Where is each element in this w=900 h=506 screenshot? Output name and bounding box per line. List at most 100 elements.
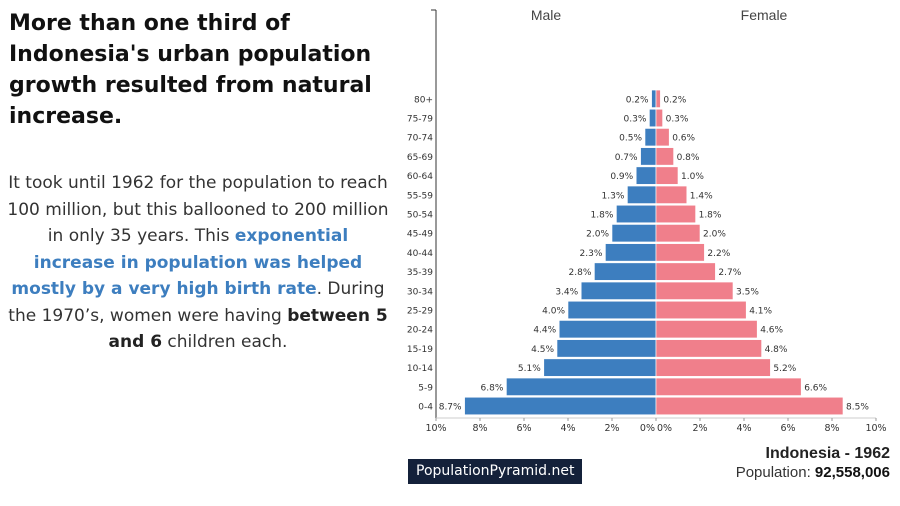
- age-label-40-44: 40-44: [407, 249, 433, 259]
- body-text-part-3: children each.: [162, 332, 288, 352]
- male-value-label-80+: 0.2%: [626, 95, 649, 105]
- female-bar-40-44: [655, 243, 705, 262]
- age-label-65-69: 65-69: [407, 153, 433, 163]
- male-value-label-70-74: 0.5%: [619, 134, 642, 144]
- female-bar-0-4: [655, 396, 844, 416]
- female-value-label-10-14: 5.2%: [773, 364, 796, 374]
- male-bar-55-59: [627, 185, 657, 204]
- male-value-label-65-69: 0.7%: [615, 153, 638, 163]
- female-value-label-35-39: 2.7%: [718, 268, 741, 278]
- headline: More than one third of Indonesia's urban…: [9, 11, 372, 129]
- male-value-label-15-19: 4.5%: [531, 345, 554, 355]
- female-value-label-80+: 0.2%: [663, 95, 686, 105]
- population-value: 92,558,006: [814, 464, 890, 481]
- x-tick-label: 10%: [425, 423, 446, 434]
- male-value-label-50-54: 1.8%: [591, 211, 614, 221]
- female-bar-55-59: [655, 185, 688, 204]
- male-bar-80+: [651, 89, 657, 108]
- female-value-label-70-74: 0.6%: [672, 134, 695, 144]
- population-total: Population: 92,558,006: [736, 464, 890, 481]
- age-label-35-39: 35-39: [407, 268, 433, 278]
- age-label-30-34: 30-34: [407, 287, 433, 297]
- age-label-0-4: 0-4: [418, 403, 433, 413]
- x-tick-label: 8%: [472, 423, 487, 434]
- male-bar-45-49: [611, 224, 657, 243]
- body-text-part-1: It took until 1962 for the population to…: [7, 173, 389, 246]
- female-value-label-55-59: 1.4%: [690, 191, 713, 201]
- population-label: Population:: [735, 464, 811, 481]
- age-label-70-74: 70-74: [407, 134, 433, 144]
- female-bar-35-39: [655, 262, 716, 281]
- male-value-label-75-79: 0.3%: [624, 115, 647, 125]
- female-value-label-45-49: 2.0%: [703, 230, 726, 240]
- female-value-label-0-4: 8.5%: [846, 403, 869, 413]
- female-bar-50-54: [655, 204, 696, 224]
- male-value-label-20-24: 4.4%: [533, 326, 556, 336]
- female-bar-45-49: [655, 224, 701, 243]
- female-value-label-65-69: 0.8%: [677, 153, 700, 163]
- age-label-60-64: 60-64: [407, 172, 433, 182]
- age-label-45-49: 45-49: [407, 230, 433, 240]
- male-bar-0-4: [464, 396, 657, 416]
- x-tick-label: 6%: [516, 423, 531, 434]
- female-value-label-40-44: 2.2%: [707, 249, 730, 259]
- text-panel: More than one third of Indonesia's urban…: [0, 0, 398, 506]
- legend-male: Male: [531, 7, 562, 23]
- x-tick-label: 8%: [824, 423, 839, 434]
- female-value-label-30-34: 3.5%: [736, 287, 759, 297]
- male-value-label-45-49: 2.0%: [586, 230, 609, 240]
- country-year-title: Indonesia - 1962: [765, 445, 891, 462]
- female-bar-20-24: [655, 320, 758, 339]
- body-highlight: exponential increase in population was h…: [11, 226, 363, 299]
- body-paragraph: It took until 1962 for the population to…: [6, 170, 390, 356]
- female-value-label-25-29: 4.1%: [749, 307, 772, 317]
- male-bar-15-19: [556, 339, 657, 358]
- female-value-label-50-54: 1.8%: [699, 211, 722, 221]
- male-value-label-5-9: 6.8%: [481, 383, 504, 393]
- age-label-75-79: 75-79: [407, 115, 433, 125]
- x-tick-label: 0%: [657, 423, 672, 434]
- male-bar-65-69: [640, 147, 657, 166]
- female-bar-15-19: [655, 339, 762, 358]
- x-tick-label: 0%: [640, 423, 655, 434]
- male-bar-75-79: [649, 108, 657, 128]
- male-value-label-55-59: 1.3%: [602, 191, 625, 201]
- male-value-label-10-14: 5.1%: [518, 364, 541, 374]
- female-bar-5-9: [655, 377, 802, 396]
- x-tick-label: 4%: [560, 423, 575, 434]
- female-bar-70-74: [655, 128, 670, 147]
- age-label-5-9: 5-9: [418, 383, 433, 393]
- x-tick-label: 10%: [865, 423, 886, 434]
- age-label-25-29: 25-29: [407, 307, 433, 317]
- x-tick-label: 4%: [736, 423, 751, 434]
- age-label-20-24: 20-24: [407, 326, 433, 336]
- female-value-label-20-24: 4.6%: [760, 326, 783, 336]
- male-value-label-60-64: 0.9%: [610, 172, 633, 182]
- male-bar-60-64: [635, 166, 657, 185]
- male-bar-40-44: [605, 243, 657, 262]
- body-bold: between 5 and 6: [108, 305, 388, 353]
- body-text-part-2: . During the 1970’s, women were having: [8, 279, 385, 326]
- male-bar-20-24: [558, 320, 657, 339]
- male-bar-35-39: [594, 262, 657, 281]
- female-bar-75-79: [655, 108, 663, 128]
- female-value-label-60-64: 1.0%: [681, 172, 704, 182]
- age-label-55-59: 55-59: [407, 191, 433, 201]
- male-bar-5-9: [506, 377, 657, 396]
- age-label-10-14: 10-14: [407, 364, 433, 374]
- male-bar-70-74: [644, 128, 657, 147]
- brand-badge: PopulationPyramid.net: [408, 459, 583, 484]
- female-bar-60-64: [655, 166, 679, 185]
- female-bar-10-14: [655, 358, 771, 377]
- x-tick-label: 2%: [604, 423, 619, 434]
- female-value-label-5-9: 6.6%: [804, 383, 827, 393]
- female-bar-25-29: [655, 300, 747, 320]
- male-value-label-30-34: 3.4%: [555, 287, 578, 297]
- female-bar-30-34: [655, 281, 734, 300]
- male-value-label-40-44: 2.3%: [580, 249, 603, 259]
- legend-female: Female: [741, 7, 788, 23]
- age-label-15-19: 15-19: [407, 345, 433, 355]
- age-label-80+: 80+: [414, 95, 433, 105]
- population-pyramid-chart: Male Female 0-4 8.7% 8.5% 5-9 6.8% 6.6% 10-14 5.1…: [407, 7, 887, 434]
- male-bar-25-29: [567, 300, 657, 320]
